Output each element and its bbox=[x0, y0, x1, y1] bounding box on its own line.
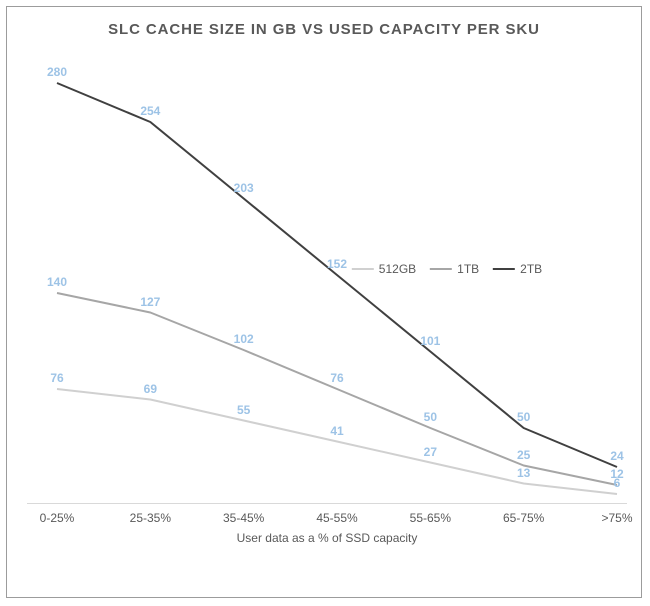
data-label: 203 bbox=[234, 181, 254, 195]
legend-label: 1TB bbox=[457, 262, 479, 276]
legend-swatch bbox=[352, 268, 374, 270]
legend-swatch bbox=[430, 268, 452, 270]
data-label: 76 bbox=[50, 371, 63, 385]
data-label: 50 bbox=[517, 410, 530, 424]
series-line-512GB bbox=[57, 389, 617, 494]
legend-label: 512GB bbox=[379, 262, 416, 276]
legend-label: 2TB bbox=[520, 262, 542, 276]
data-label: 55 bbox=[237, 403, 250, 417]
chart-frame: SLC CACHE SIZE IN GB VS USED CAPACITY PE… bbox=[6, 6, 642, 598]
data-label: 41 bbox=[330, 424, 343, 438]
data-label: 69 bbox=[144, 382, 157, 396]
data-label: 13 bbox=[517, 466, 530, 480]
legend-item-1TB: 1TB bbox=[430, 262, 479, 276]
legend-item-512GB: 512GB bbox=[352, 262, 416, 276]
data-label: 24 bbox=[610, 449, 623, 463]
data-label: 25 bbox=[517, 448, 530, 462]
legend-item-2TB: 2TB bbox=[493, 262, 542, 276]
plot-area: 0-25%25-35%35-45%45-55%55-65%65-75%>75%U… bbox=[27, 53, 627, 551]
data-label: 127 bbox=[140, 295, 160, 309]
data-label: 254 bbox=[140, 104, 160, 118]
data-label: 140 bbox=[47, 275, 67, 289]
chart-lines bbox=[27, 53, 627, 551]
legend-swatch bbox=[493, 268, 515, 270]
legend: 512GB 1TB 2TB bbox=[352, 262, 542, 276]
data-label: 27 bbox=[424, 445, 437, 459]
data-label: 152 bbox=[327, 257, 347, 271]
data-label: 101 bbox=[420, 334, 440, 348]
chart-title: SLC CACHE SIZE IN GB VS USED CAPACITY PE… bbox=[7, 21, 641, 38]
data-label: 76 bbox=[330, 371, 343, 385]
data-label: 12 bbox=[610, 467, 623, 481]
data-label: 50 bbox=[424, 410, 437, 424]
data-label: 280 bbox=[47, 65, 67, 79]
data-label: 102 bbox=[234, 332, 254, 346]
series-line-1TB bbox=[57, 293, 617, 485]
